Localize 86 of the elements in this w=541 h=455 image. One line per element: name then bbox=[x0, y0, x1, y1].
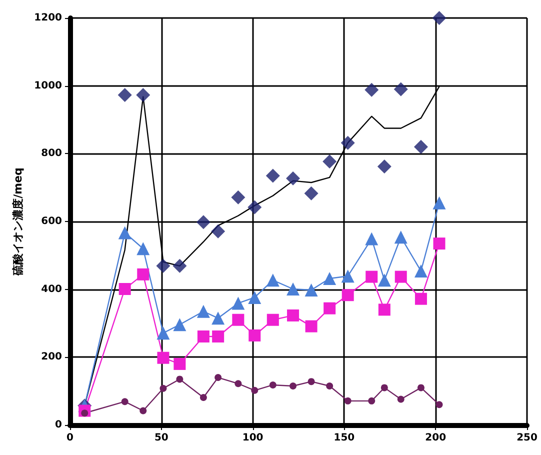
point bbox=[200, 394, 207, 402]
point bbox=[157, 352, 170, 364]
point bbox=[140, 407, 147, 414]
point bbox=[266, 168, 280, 183]
y-tick-label: 400 bbox=[41, 284, 62, 295]
x-tick-label: 50 bbox=[154, 432, 168, 444]
y-tick-label: 1000 bbox=[34, 80, 62, 92]
point bbox=[118, 88, 132, 102]
point bbox=[121, 398, 128, 406]
point bbox=[364, 82, 379, 97]
point bbox=[414, 140, 428, 154]
point bbox=[433, 238, 446, 250]
point bbox=[414, 292, 427, 305]
point bbox=[377, 160, 392, 174]
point bbox=[136, 88, 150, 102]
point bbox=[156, 258, 170, 273]
point bbox=[212, 330, 224, 342]
point bbox=[326, 382, 334, 390]
point bbox=[344, 397, 352, 404]
point bbox=[305, 320, 318, 332]
point bbox=[378, 304, 390, 316]
point bbox=[248, 290, 262, 304]
point bbox=[394, 270, 407, 283]
point bbox=[248, 329, 261, 342]
point bbox=[340, 136, 355, 150]
point bbox=[234, 380, 242, 388]
point bbox=[118, 226, 132, 240]
point bbox=[196, 304, 210, 318]
point bbox=[196, 215, 210, 230]
point bbox=[304, 284, 318, 297]
point bbox=[417, 384, 424, 392]
point bbox=[251, 386, 258, 394]
y-tick-label: 800 bbox=[41, 148, 62, 160]
x-tick-label: 150 bbox=[334, 432, 355, 444]
point bbox=[137, 268, 150, 280]
point bbox=[160, 384, 167, 392]
point bbox=[394, 230, 408, 244]
point bbox=[365, 232, 378, 246]
point bbox=[378, 274, 391, 287]
point bbox=[287, 309, 300, 322]
x-tick-label: 200 bbox=[425, 432, 446, 444]
point bbox=[286, 171, 300, 186]
point bbox=[156, 326, 170, 340]
point bbox=[172, 258, 187, 273]
point bbox=[174, 358, 186, 370]
point bbox=[248, 200, 262, 214]
point bbox=[173, 318, 186, 332]
point bbox=[323, 272, 336, 285]
point bbox=[341, 270, 354, 283]
point bbox=[176, 376, 184, 383]
point bbox=[394, 82, 408, 96]
point bbox=[432, 11, 446, 25]
point bbox=[368, 397, 376, 404]
y-tick-label: 200 bbox=[41, 352, 62, 363]
y-tick-label: 1200 bbox=[34, 12, 62, 24]
x-tick-label: 250 bbox=[516, 432, 538, 444]
point bbox=[232, 296, 245, 310]
y-axis-title: 硫酸イオン濃度/meq bbox=[11, 168, 24, 276]
point bbox=[197, 330, 210, 342]
point bbox=[366, 270, 378, 283]
point bbox=[414, 264, 428, 278]
point bbox=[231, 190, 246, 204]
point bbox=[324, 302, 336, 314]
point bbox=[232, 314, 244, 326]
point bbox=[436, 401, 443, 408]
y-tick-label: 600 bbox=[41, 216, 62, 227]
point bbox=[397, 396, 404, 403]
point bbox=[269, 381, 276, 388]
point bbox=[286, 282, 300, 296]
point bbox=[266, 274, 280, 287]
point bbox=[322, 154, 337, 168]
point bbox=[214, 374, 222, 382]
y-tick-label: 0 bbox=[55, 420, 62, 430]
point bbox=[212, 312, 225, 325]
point bbox=[304, 186, 318, 200]
point bbox=[342, 289, 354, 302]
x-tick-label: 0 bbox=[66, 432, 74, 444]
point bbox=[380, 384, 388, 392]
point bbox=[432, 196, 446, 210]
point bbox=[136, 242, 150, 256]
point bbox=[266, 314, 279, 326]
point bbox=[118, 282, 131, 295]
x-tick-label: 100 bbox=[242, 432, 264, 444]
point bbox=[308, 378, 315, 386]
point bbox=[211, 224, 226, 238]
point bbox=[290, 382, 297, 390]
